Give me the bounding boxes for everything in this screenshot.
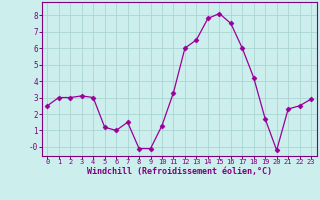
X-axis label: Windchill (Refroidissement éolien,°C): Windchill (Refroidissement éolien,°C)	[87, 167, 272, 176]
